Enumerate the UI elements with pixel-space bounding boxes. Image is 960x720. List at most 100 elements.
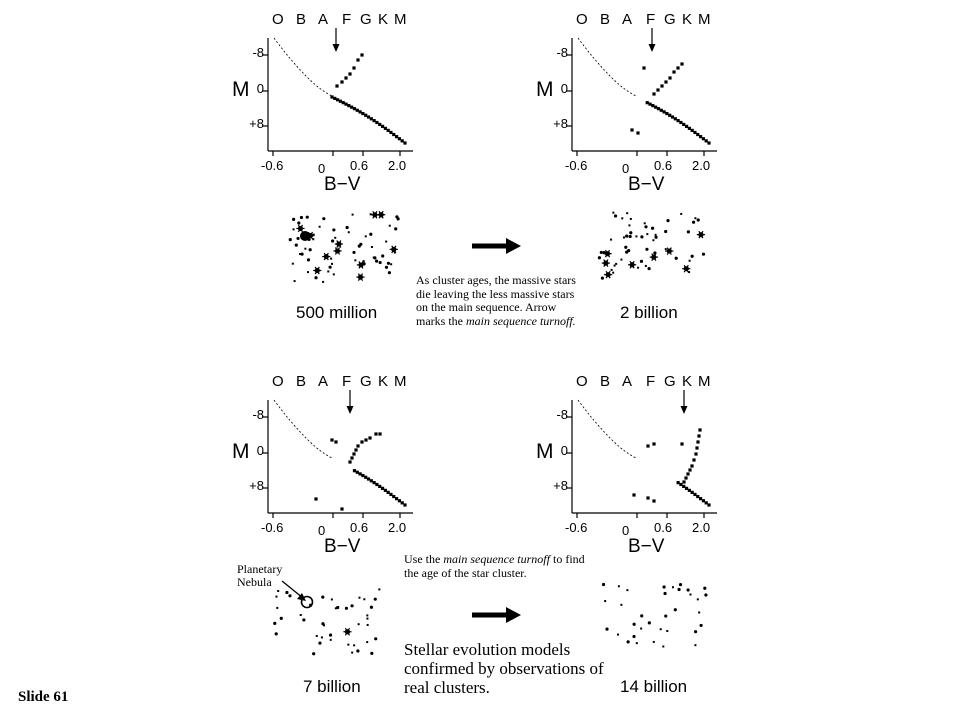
x-tick-0: 0 [318, 523, 326, 538]
cluster-star [654, 233, 657, 236]
cluster-star [277, 590, 280, 593]
evolved-star [646, 444, 650, 448]
cluster-star [664, 614, 668, 618]
hr-diagram-500-million: O B A F G K M M -8 0 +8 -0.6 0 0.6 2.0 B… [228, 8, 428, 195]
models-confirmed-note: Stellar evolution models confirmed by ob… [404, 640, 604, 697]
cluster-star [612, 271, 615, 274]
cluster-star [334, 607, 337, 610]
cluster-aging-note-italic: main sequence turnoff. [466, 313, 576, 328]
cluster-star [321, 595, 325, 599]
main-sequence-star [369, 479, 373, 483]
cluster-star [680, 212, 683, 215]
cluster-star [366, 623, 369, 626]
main-sequence-star [392, 132, 396, 137]
cluster-star [632, 634, 636, 639]
cluster-star [332, 228, 336, 232]
cluster-star [370, 210, 379, 219]
main-sequence-star [358, 110, 362, 114]
cluster-star [613, 214, 618, 218]
x-axis-label: B−V [628, 174, 665, 195]
giant-branch-star [348, 460, 352, 464]
main-sequence-star [372, 481, 376, 485]
cluster-star [377, 210, 386, 219]
cluster-star [673, 608, 677, 612]
main-sequence-star [707, 141, 711, 145]
cluster-star [345, 225, 349, 230]
main-sequence-star [389, 130, 393, 135]
cluster-aging-note-text: As cluster ages, the massive stars die l… [416, 273, 576, 328]
cluster-star [299, 215, 304, 220]
cluster-star [637, 266, 640, 269]
main-sequence-star [389, 492, 393, 497]
cluster-star [292, 228, 295, 231]
evolved-star [314, 497, 318, 501]
giant-branch-star [360, 440, 364, 444]
cluster-star [369, 605, 374, 609]
cluster-star [640, 627, 643, 630]
cluster-star [328, 265, 332, 269]
cluster-star [372, 256, 375, 259]
spectral-class-k: K [378, 11, 389, 28]
main-sequence-star [651, 104, 655, 108]
spectral-class-k: K [682, 373, 693, 390]
giant-branch-star [696, 440, 700, 444]
y-tick-minus8: -8 [556, 45, 568, 60]
main-sequence-star [355, 470, 359, 474]
cluster-star [693, 630, 698, 634]
spectral-class-b: B [600, 11, 611, 28]
main-sequence-star [361, 473, 365, 478]
x-axis-label: B−V [324, 174, 361, 195]
cluster-star [314, 276, 318, 280]
cluster-star [318, 225, 321, 228]
cluster-star [330, 239, 335, 243]
cluster-star [304, 247, 307, 250]
cluster-star [682, 264, 691, 273]
main-sequence-star [648, 102, 652, 106]
giant-branch-star [692, 458, 696, 462]
main-sequence-star [375, 482, 379, 487]
giant-branch-star [360, 53, 364, 57]
cluster-star [299, 253, 302, 256]
main-sequence-star [386, 128, 390, 132]
spectral-class-a: A [622, 11, 633, 28]
main-sequence-star [355, 108, 359, 112]
cluster-star [359, 242, 363, 246]
spectral-class-b: B [600, 373, 611, 390]
cluster-star [293, 280, 296, 283]
planetary-nebula-line2: Nebula [237, 575, 272, 589]
cluster-star [626, 589, 629, 592]
giant-branch-star [664, 80, 668, 84]
giant-branch-star [694, 452, 698, 456]
cluster-star [354, 259, 357, 262]
cluster-star [662, 585, 666, 589]
planetary-nebula-label: Planetary Nebula [237, 563, 282, 589]
cluster-star [385, 240, 388, 243]
main-sequence-star [696, 132, 700, 137]
main-sequence-star [333, 96, 337, 101]
cluster-star [610, 238, 613, 241]
main-sequence-star [693, 492, 697, 497]
turnoff-usage-prefix: Use the [404, 552, 444, 566]
cluster-star [652, 239, 655, 242]
cluster-star [333, 247, 342, 255]
cluster-star [620, 258, 623, 261]
turnoff-usage-suffix: to find the age of the star cluster. [404, 552, 585, 580]
turnoff-arrow-icon [648, 44, 656, 52]
hr-plot [262, 390, 413, 518]
giant-branch-star [344, 76, 348, 80]
giant-branch-star [368, 436, 372, 440]
main-sequence-star [673, 117, 677, 121]
cluster-star [646, 233, 649, 236]
main-sequence-star [670, 115, 675, 119]
evolved-star [330, 438, 334, 442]
main-sequence-star [676, 481, 680, 485]
cluster-star [329, 638, 332, 641]
cluster-star [601, 582, 606, 587]
cluster-star [690, 254, 694, 258]
cluster-star [696, 230, 706, 239]
main-sequence-star [662, 110, 666, 114]
cluster-star [321, 622, 325, 626]
cluster-star [698, 611, 701, 614]
age-label-7-billion: 7 billion [303, 677, 361, 696]
main-sequence-star [358, 472, 362, 476]
